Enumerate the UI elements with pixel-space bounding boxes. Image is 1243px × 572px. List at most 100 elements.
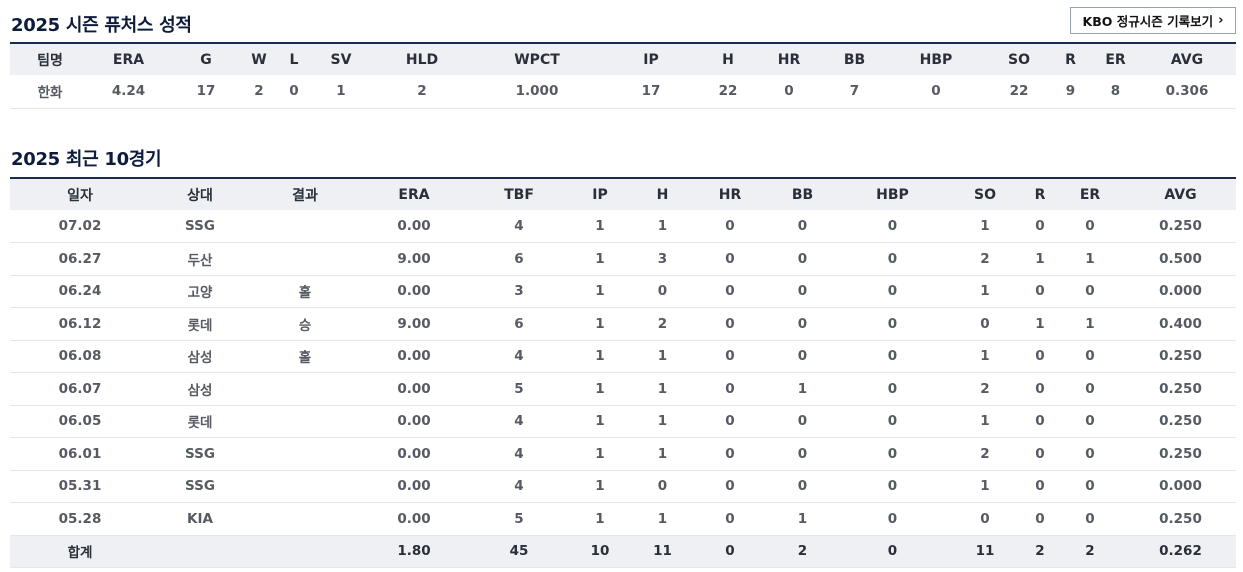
table-cell: 0 <box>1025 340 1055 373</box>
table-cell: 06.24 <box>10 275 150 308</box>
table-cell: 1.000 <box>477 75 597 109</box>
table-cell: 0 <box>765 405 840 438</box>
table-cell: 고양 <box>150 275 250 308</box>
table-cell: 06.08 <box>10 340 150 373</box>
column-header: HR <box>695 178 765 210</box>
recent-games-table: 일자 상대 결과 ERA TBF IP H HR BB HBP SO R ER AVG 07.02 SSG 0… <box>10 177 1236 568</box>
table-cell: 롯데 <box>150 405 250 438</box>
recent-header-row: 일자 상대 결과 ERA TBF IP H HR BB HBP SO R ER AVG <box>10 178 1236 210</box>
table-cell: 0 <box>840 340 945 373</box>
table-cell <box>250 210 360 243</box>
column-header: SO <box>945 178 1025 210</box>
column-header: ERA <box>360 178 468 210</box>
chevron-right-icon: › <box>1218 13 1224 28</box>
table-cell: 3 <box>630 242 695 276</box>
table-cell: 0 <box>695 405 765 438</box>
table-cell: 1 <box>570 372 630 406</box>
column-header: WPCT <box>477 43 597 75</box>
table-cell: 6 <box>468 307 570 341</box>
table-cell: 06.01 <box>10 437 150 471</box>
table-cell: 0 <box>765 275 840 308</box>
table-cell: 0.00 <box>360 372 468 406</box>
kbo-regular-season-label: KBO 정규시즌 기록보기 <box>1082 14 1214 29</box>
total-cell: 45 <box>468 535 570 568</box>
table-cell: 06.05 <box>10 405 150 438</box>
table-cell: 1 <box>570 275 630 308</box>
column-header: 팀명 <box>10 43 90 75</box>
table-cell: 9.00 <box>360 242 468 276</box>
total-cell: 2 <box>1025 535 1055 568</box>
table-cell: 1 <box>630 502 695 536</box>
table-cell: 0 <box>1025 210 1055 243</box>
table-cell: 06.27 <box>10 242 150 276</box>
table-cell: 1 <box>945 470 1025 503</box>
table-cell: 0 <box>840 502 945 536</box>
table-cell: SSG <box>150 470 250 503</box>
recent-games-title: 2025 최근 10경기 <box>11 149 162 170</box>
table-cell: 4 <box>468 470 570 503</box>
table-cell: 0 <box>840 437 945 471</box>
table-cell: 0 <box>945 502 1025 536</box>
table-cell: 0.000 <box>1125 275 1236 308</box>
column-header: H <box>630 178 695 210</box>
column-header: 결과 <box>250 178 360 210</box>
table-cell: 0 <box>630 275 695 308</box>
table-cell: 05.31 <box>10 470 150 503</box>
table-cell: 0 <box>695 437 765 471</box>
total-cell: 11 <box>945 535 1025 568</box>
table-cell: 0 <box>840 307 945 341</box>
table-cell: 0 <box>840 275 945 308</box>
total-label: 합계 <box>10 535 150 568</box>
column-header: HLD <box>367 43 477 75</box>
column-header: ER <box>1093 43 1138 75</box>
table-cell <box>250 535 360 568</box>
table-cell: 1 <box>570 307 630 341</box>
table-cell: 0 <box>695 340 765 373</box>
column-header: AVG <box>1138 43 1236 75</box>
table-cell: 06.12 <box>10 307 150 341</box>
column-header: W <box>245 43 273 75</box>
table-cell: 4 <box>468 340 570 373</box>
table-cell: 8 <box>1093 75 1138 109</box>
table-cell: 0 <box>765 242 840 276</box>
total-cell: 2 <box>765 535 840 568</box>
total-cell: 11 <box>630 535 695 568</box>
column-header: IP <box>597 43 705 75</box>
table-cell: 0.00 <box>360 470 468 503</box>
table-cell: 0 <box>1025 470 1055 503</box>
table-row: 06.01 SSG 0.00 4 1 1 0 0 0 2 0 0 0.250 <box>10 437 1236 471</box>
table-cell: 1 <box>570 470 630 503</box>
table-cell: 0 <box>1025 437 1055 471</box>
column-header: R <box>1048 43 1093 75</box>
table-cell: 0.00 <box>360 210 468 243</box>
table-cell: 홀 <box>250 275 360 308</box>
table-cell: 2 <box>945 242 1025 276</box>
table-cell: 0 <box>1025 275 1055 308</box>
table-cell: 0 <box>1055 502 1125 536</box>
table-cell: 1 <box>570 437 630 471</box>
table-cell: 0.250 <box>1125 437 1236 471</box>
kbo-regular-season-button[interactable]: KBO 정규시즌 기록보기 › <box>1070 7 1236 34</box>
column-header: SO <box>990 43 1048 75</box>
table-cell <box>250 470 360 503</box>
table-cell: 2 <box>245 75 273 109</box>
table-cell: 0.306 <box>1138 75 1236 109</box>
total-cell: 10 <box>570 535 630 568</box>
table-cell: 0 <box>695 242 765 276</box>
table-cell: 1 <box>945 405 1025 438</box>
table-cell <box>250 372 360 406</box>
table-cell: KIA <box>150 502 250 536</box>
table-cell: 1 <box>315 75 367 109</box>
table-cell: 0 <box>840 242 945 276</box>
table-cell: 1 <box>570 340 630 373</box>
table-cell: SSG <box>150 437 250 471</box>
season-stats-table: 팀명 ERA G W L SV HLD WPCT IP H HR BB HBP SO R ER AVG 한화 4.… <box>10 42 1236 109</box>
table-cell: 두산 <box>150 242 250 276</box>
table-cell: 0 <box>273 75 315 109</box>
table-cell: 0 <box>840 405 945 438</box>
column-header: SV <box>315 43 367 75</box>
table-cell: 0 <box>765 307 840 341</box>
table-row: 06.27 두산 9.00 6 1 3 0 0 0 2 1 1 0.500 <box>10 242 1236 276</box>
table-row: 05.28 KIA 0.00 5 1 1 0 1 0 0 0 0 0.250 <box>10 502 1236 536</box>
table-cell: 5 <box>468 372 570 406</box>
